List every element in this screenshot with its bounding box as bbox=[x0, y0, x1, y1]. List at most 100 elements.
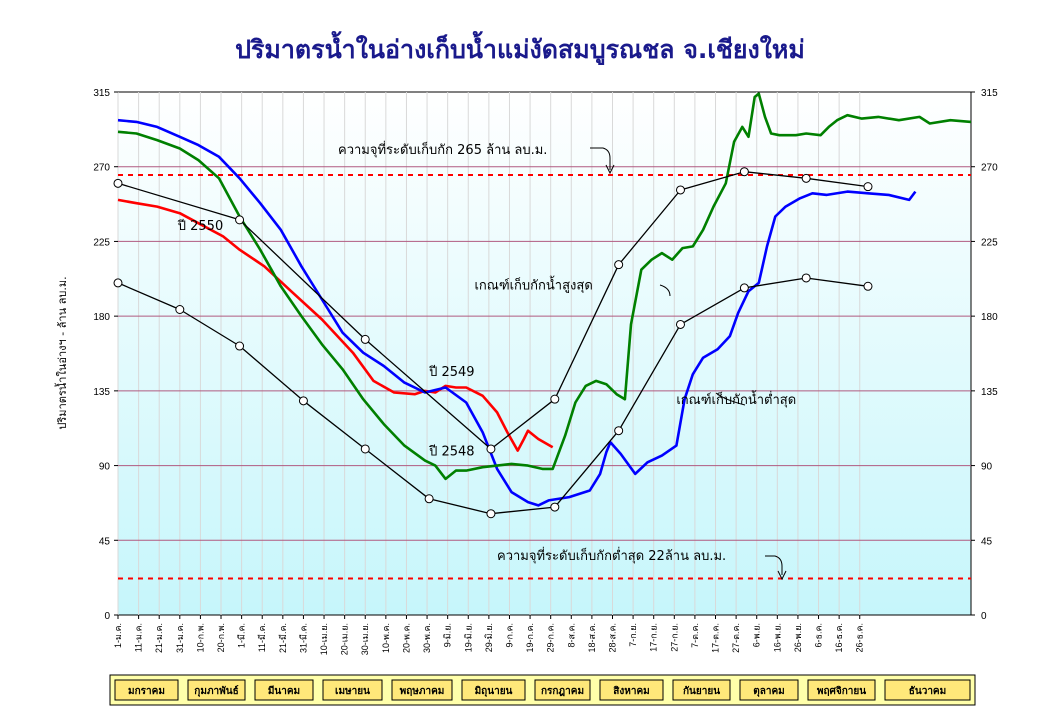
month-label: พฤศจิกายน bbox=[817, 685, 866, 697]
series-marker bbox=[614, 260, 624, 270]
x-tick-label: 11-ม.ค. bbox=[134, 623, 144, 652]
series-marker bbox=[175, 305, 185, 315]
x-tick-label: 20-เม.ย. bbox=[340, 623, 350, 655]
x-tick-label: 30-พ.ค. bbox=[422, 623, 432, 653]
series-marker bbox=[113, 278, 123, 288]
x-tick-label: 21-มี.ค. bbox=[278, 623, 288, 653]
x-tick-label: 30-เม.ย. bbox=[360, 623, 370, 655]
annotation-label: เกณฑ์เก็บกักน้ำต่ำสุด bbox=[676, 390, 796, 408]
month-label: กันยายน bbox=[683, 685, 720, 697]
capacity-max-label: ความจุที่ระดับเก็บกัก 265 ล้าน ลบ.ม. bbox=[338, 140, 547, 158]
series-marker bbox=[863, 182, 873, 192]
x-tick-label: 31-มี.ค. bbox=[298, 623, 308, 653]
y-tick-label: 90 bbox=[99, 462, 111, 473]
x-tick-label: 26-ธ.ค. bbox=[855, 623, 865, 653]
y-tick-label: 180 bbox=[93, 312, 110, 323]
x-tick-label: 18-ส.ค. bbox=[587, 623, 597, 653]
series-marker bbox=[235, 215, 245, 225]
plot-area bbox=[117, 91, 972, 616]
y-axis-label: ปริมาตรน้ำในอ่างฯ - ล้าน ลบ.ม. bbox=[54, 276, 69, 429]
y-tick-label-right: 90 bbox=[981, 462, 993, 473]
month-cell bbox=[322, 679, 383, 701]
x-tick-label: 20-พ.ค. bbox=[401, 623, 411, 653]
x-tick-label: 10-พ.ค. bbox=[381, 623, 391, 653]
series-layer bbox=[113, 92, 972, 519]
x-tick-label: 16-พ.ย. bbox=[772, 623, 782, 652]
x-tick-label: 1-มี.ค. bbox=[237, 623, 247, 648]
annotations: ปี 2550 ปี 2549 ปี 2548 เกณฑ์เก็บกักน้ำสูงส… bbox=[177, 140, 796, 581]
month-label: มกราคม bbox=[128, 686, 165, 697]
series-marker bbox=[550, 394, 560, 404]
series-marker bbox=[235, 341, 245, 351]
y-tick-label: 0 bbox=[104, 611, 110, 622]
axes: 1-ม.ค. 11-ม.ค. 21-ม.ค. 31-ม.ค. 10-ก.พ. 20-ก.พ… bbox=[93, 88, 998, 655]
month-label: สิงหาคม bbox=[613, 685, 649, 697]
x-tick-label: 20-ก.พ. bbox=[216, 623, 226, 652]
month-cell bbox=[187, 679, 246, 701]
x-tick-label: 8-ส.ค. bbox=[566, 623, 576, 648]
x-tick-label: 6-พ.ย. bbox=[752, 623, 762, 647]
y-tick-label: 315 bbox=[93, 88, 110, 99]
x-tick-label: 10-เม.ย. bbox=[319, 623, 329, 655]
series-line bbox=[117, 92, 972, 481]
annotation-label: ปี 2550 bbox=[177, 218, 223, 234]
y-tick-label: 225 bbox=[93, 237, 110, 248]
annotation-label: เกณฑ์เก็บกักน้ำสูงสุด bbox=[474, 276, 592, 294]
x-tick-label: 16-ธ.ค. bbox=[834, 623, 844, 653]
series-line bbox=[117, 198, 554, 452]
x-tick-label: 19-มิ.ย. bbox=[463, 623, 473, 652]
series-marker bbox=[801, 273, 811, 283]
series-marker bbox=[486, 509, 496, 519]
x-tick-label: 9-มิ.ย. bbox=[443, 623, 453, 647]
series-marker bbox=[424, 494, 434, 504]
month-cell bbox=[461, 679, 526, 701]
series-line bbox=[117, 118, 917, 507]
y-tick-label-right: 225 bbox=[981, 237, 998, 248]
rule-max-arrow bbox=[659, 284, 671, 297]
x-tick-label: 21-ม.ค. bbox=[154, 623, 164, 653]
series-marker bbox=[739, 167, 749, 177]
series-marker bbox=[298, 396, 308, 406]
month-label: เมษายน bbox=[335, 686, 370, 697]
y-tick-label-right: 0 bbox=[981, 611, 987, 622]
series-marker bbox=[675, 319, 685, 329]
rule-min-arrow bbox=[715, 392, 746, 406]
x-tick-label: 7-ต.ค. bbox=[690, 623, 700, 648]
annotation-label: ปี 2549 bbox=[428, 364, 474, 380]
x-tick-label: 9-ก.ค. bbox=[504, 623, 514, 647]
y-tick-label-right: 135 bbox=[981, 387, 998, 398]
month-cell bbox=[739, 679, 799, 701]
x-tick-label: 26-พ.ย. bbox=[793, 623, 803, 652]
y-tick-label-right: 315 bbox=[981, 88, 998, 99]
x-tick-label: 1-ม.ค. bbox=[113, 623, 123, 648]
series-marker bbox=[739, 283, 749, 293]
chart-title: ปริมาตรน้ำในอ่างเก็บน้ำแม่งัดสมบูรณชล จ.… bbox=[235, 30, 805, 66]
x-tick-label: 7-ก.ย. bbox=[628, 623, 638, 647]
x-tick-label: 10-ก.พ. bbox=[195, 623, 205, 652]
x-tick-label: 11-มี.ค. bbox=[257, 623, 267, 652]
capacity-min-arrowhead bbox=[777, 570, 787, 581]
month-cell bbox=[254, 679, 314, 701]
x-tick-label: 17-ต.ค. bbox=[711, 623, 721, 653]
series-marker bbox=[614, 426, 624, 436]
x-tick-label: 29-มิ.ย. bbox=[484, 623, 494, 652]
series-line bbox=[117, 171, 869, 450]
month-label: ตุลาคม bbox=[753, 686, 785, 697]
series-marker bbox=[360, 334, 370, 344]
x-tick-label: 29-ก.ค. bbox=[546, 623, 556, 652]
x-tick-label: 28-ส.ค. bbox=[607, 623, 617, 653]
month-label: กรกฎาคม bbox=[541, 686, 584, 697]
month-cell bbox=[672, 679, 731, 701]
reference-lines bbox=[118, 174, 971, 580]
series-marker bbox=[550, 502, 560, 512]
capacity-min-label: ความจุที่ระดับเก็บกักต่ำสุด 22ล้าน ลบ.ม. bbox=[497, 546, 726, 564]
x-tick-label: 31-ม.ค. bbox=[175, 623, 185, 653]
series-marker bbox=[486, 444, 496, 454]
y-tick-label: 270 bbox=[93, 163, 110, 174]
month-label: กุมภาพันธ์ bbox=[194, 685, 238, 697]
y-tick-label-right: 45 bbox=[981, 536, 993, 547]
x-tick-label: 27-ต.ค. bbox=[731, 623, 741, 653]
capacity-max-arrowhead bbox=[605, 164, 615, 175]
series-marker bbox=[675, 185, 685, 195]
